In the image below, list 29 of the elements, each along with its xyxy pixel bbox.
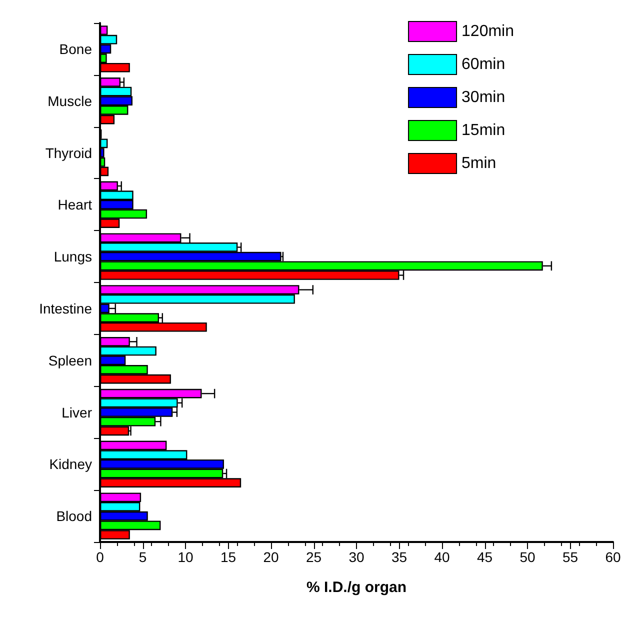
y-tick-label: Bone	[59, 40, 92, 57]
x-tick-label: 30	[348, 549, 364, 565]
x-tick-label: 0	[96, 549, 104, 565]
y-tick-label: Heart	[58, 196, 92, 213]
legend-label: 60min	[462, 56, 506, 73]
y-tick-label: Lungs	[54, 248, 92, 265]
x-tick-label: 40	[434, 549, 450, 565]
legend-label: 120min	[462, 23, 514, 40]
y-tick-label: Blood	[56, 508, 92, 524]
x-tick-label: 5	[138, 549, 147, 565]
y-tick-label: Muscle	[48, 92, 92, 109]
y-tick-label: Kidney	[49, 456, 92, 472]
x-tick-label: 25	[306, 549, 322, 565]
legend-label: 15min	[462, 122, 506, 139]
x-tick-label: 50	[520, 549, 536, 565]
x-tick-label: 35	[391, 549, 408, 565]
x-tick-label: 45	[476, 549, 493, 565]
legend-label: 30min	[462, 89, 506, 106]
x-axis-title: % I.D./g organ	[306, 579, 407, 596]
x-tick-label: 20	[263, 549, 279, 565]
x-tick-label: 55	[562, 549, 578, 565]
y-tick-label: Intestine	[39, 300, 92, 316]
y-tick-label: Spleen	[48, 352, 92, 368]
x-tick-label: 10	[178, 549, 194, 565]
x-tick-label: 60	[605, 549, 621, 565]
y-tick-label: Liver	[62, 404, 92, 420]
x-tick-label: 15	[220, 549, 236, 565]
y-tick-label: Thyroid	[45, 144, 92, 161]
legend-label: 5min	[462, 155, 496, 172]
